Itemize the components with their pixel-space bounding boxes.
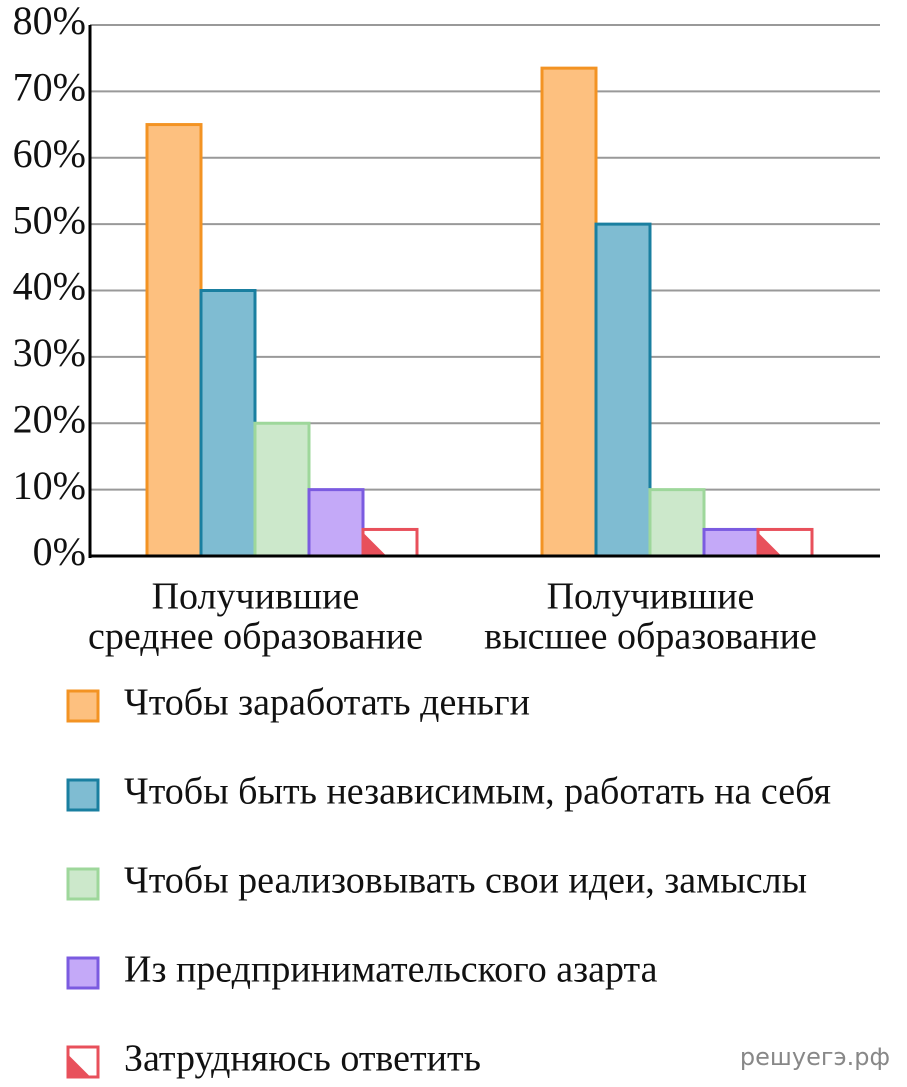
bar (702, 527, 760, 558)
watermark: решуегэ.рф (740, 1043, 890, 1071)
y-tick-label: 60% (13, 131, 86, 176)
bar (145, 123, 203, 558)
legend-label: Чтобы заработать деньги (124, 682, 530, 724)
bar (307, 488, 365, 558)
y-tick-label: 70% (13, 65, 86, 110)
bar (594, 222, 652, 558)
y-tick-label: 30% (13, 330, 86, 375)
legend-swatch (66, 956, 100, 990)
legend-label: Чтобы быть независимым, работать на себя (124, 771, 831, 813)
bar (540, 66, 598, 558)
legend-swatch (66, 778, 100, 812)
hatch-mark (69, 1056, 90, 1076)
legend-label: Затрудняюсь ответить (124, 1038, 481, 1080)
legend-label: Чтобы реализовывать свои идеи, замыслы (124, 860, 807, 902)
y-tick-label: 50% (13, 197, 86, 242)
bar (253, 421, 311, 558)
y-tick-label: 0% (33, 529, 86, 574)
legend-swatch (66, 867, 100, 901)
y-tick-label: 10% (13, 463, 86, 508)
x-tick-label: среднее образование (88, 616, 423, 658)
legend-label: Из предпринимательского азарта (124, 949, 658, 991)
hatch-mark (759, 534, 782, 556)
x-tick-label: Получившие (152, 576, 360, 618)
legend-swatch (66, 689, 100, 723)
hatch-mark (364, 534, 387, 556)
x-tick-label: Получившие (547, 576, 755, 618)
y-tick-label: 20% (13, 396, 86, 441)
y-tick-label: 80% (13, 0, 86, 43)
bar (648, 488, 706, 558)
y-tick-label: 40% (13, 264, 86, 309)
x-tick-label: высшее образование (484, 616, 817, 658)
bar (199, 289, 257, 558)
